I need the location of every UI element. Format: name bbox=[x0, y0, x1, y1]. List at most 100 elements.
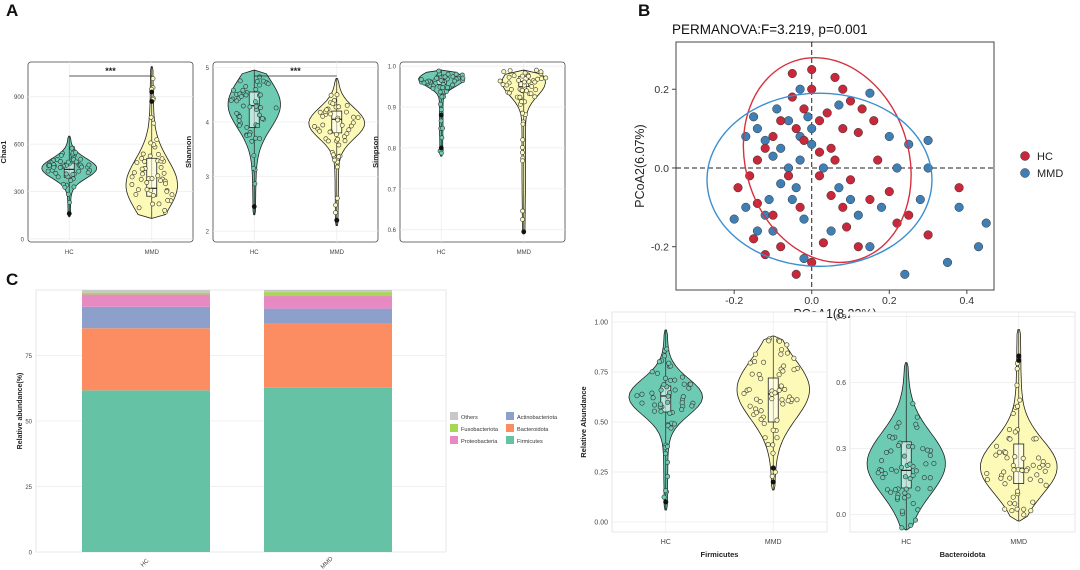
firmicutes-jitter-point bbox=[658, 408, 664, 414]
pcoa-ytick-label: 0.0 bbox=[654, 163, 669, 175]
chao1-jitter-point bbox=[63, 171, 69, 177]
shannon-ytick-label: 2 bbox=[206, 230, 210, 236]
shannon-jitter-point bbox=[236, 118, 242, 123]
composition-xtick-label: MMD bbox=[320, 556, 335, 570]
firmicutes-jitter-point bbox=[758, 408, 764, 414]
pcoa-legend-key-hc bbox=[1020, 151, 1030, 161]
bacteroidota-jitter-point bbox=[882, 471, 888, 477]
firmicutes-jitter-point bbox=[778, 351, 784, 357]
shannon-jitter-point bbox=[333, 210, 338, 215]
composition-legend-key-proteobacteria bbox=[450, 436, 458, 444]
chao1-jitter-point bbox=[69, 145, 75, 151]
firmicutes-jitter-point bbox=[780, 401, 786, 407]
pcoa-point-hc bbox=[814, 171, 825, 181]
firmicutes-jitter-point bbox=[634, 393, 640, 399]
bacteroidota-jitter-point bbox=[1033, 436, 1039, 442]
firmicutes-violin-chart: 0.00 0.25 0.50 0.75 1.00 HC MMD Relative Abunda… bbox=[579, 311, 828, 559]
pcoa-point-mmd bbox=[795, 155, 805, 165]
shannon-jitter-point bbox=[324, 107, 329, 113]
pcoa-point-mmd bbox=[795, 84, 805, 94]
pcoa-point-hc bbox=[818, 238, 828, 248]
firmicutes-ylabel: Relative Abundance bbox=[579, 386, 588, 457]
firmicutes-jitter-point bbox=[672, 387, 678, 393]
simpson-jitter-point bbox=[533, 87, 539, 93]
composition-legend-key-actinobacteriota bbox=[506, 412, 514, 420]
shannon-jitter-point bbox=[336, 142, 342, 148]
shannon-jitter-point bbox=[252, 181, 258, 187]
simpson-jitter-point bbox=[520, 208, 525, 214]
pcoa-point-mmd bbox=[807, 139, 817, 149]
shannon-ytick-label: 5 bbox=[206, 66, 210, 72]
pcoa-point-hc bbox=[954, 183, 964, 193]
bacteroidota-jitter-point bbox=[899, 508, 905, 514]
chao1-outlier-point bbox=[66, 211, 72, 216]
shannon-jitter-point bbox=[333, 202, 338, 208]
bacteroidota-jitter-point bbox=[879, 458, 885, 464]
firmicutes-jitter-point bbox=[679, 400, 685, 406]
pcoa-point-mmd bbox=[981, 218, 991, 228]
pcoa-legend-label-mmd: MMD bbox=[1037, 168, 1063, 180]
pcoa-point-mmd bbox=[853, 210, 863, 220]
firmicutes-jitter-point bbox=[672, 377, 678, 383]
simpson-ytick-label: 0.8 bbox=[388, 146, 397, 152]
chao1-jitter-point bbox=[86, 162, 92, 168]
firmicutes-jitter-point bbox=[671, 421, 677, 427]
pcoa-ytick-label: 0.2 bbox=[654, 84, 669, 96]
chao1-jitter-point bbox=[164, 188, 170, 194]
firmicutes-jitter-point bbox=[663, 488, 669, 494]
bacteroidota-jitter-point bbox=[908, 522, 914, 528]
firmicutes-jitter-point bbox=[746, 387, 752, 393]
pcoa-point-hc bbox=[838, 124, 848, 134]
pcoa-point-hc bbox=[783, 171, 794, 181]
chao1-jitter-point bbox=[155, 151, 161, 157]
simpson-jitter-point bbox=[529, 84, 535, 89]
bacteroidota-jitter-point bbox=[890, 435, 896, 441]
simpson-jitter-point bbox=[520, 137, 526, 143]
composition-bar-mmd-actinobacteriota bbox=[264, 308, 392, 324]
pcoa-point-hc bbox=[865, 194, 875, 205]
bacteroidota-jitter-point bbox=[1023, 468, 1029, 474]
bacteroidota-violin-chart: 0.0 0.3 0.6 0.9 HC MMD Bacteroidota bbox=[836, 311, 1076, 559]
simpson-jitter-point bbox=[520, 121, 526, 127]
firmicutes-jitter-point bbox=[784, 350, 790, 356]
firmicutes-jitter-point bbox=[791, 367, 797, 373]
simpson-jitter-point bbox=[543, 75, 549, 81]
pcoa-point-hc bbox=[814, 147, 825, 157]
shannon-xtick-label: HC bbox=[250, 250, 259, 256]
firmicutes-jitter-point bbox=[664, 459, 670, 465]
chao1-jitter-point bbox=[150, 201, 155, 207]
chao1-jitter-point bbox=[65, 159, 71, 165]
pcoa-point-hc bbox=[842, 222, 852, 232]
shannon-outlier-point bbox=[334, 217, 340, 223]
firmicutes-jitter-point bbox=[756, 371, 762, 377]
shannon-jitter-point bbox=[249, 138, 255, 144]
chao1-jitter-point bbox=[138, 176, 144, 182]
simpson-jitter-point bbox=[511, 73, 517, 79]
simpson-jitter-point bbox=[452, 78, 457, 84]
pcoa-point-hc bbox=[791, 269, 801, 279]
firmicutes-jitter-point bbox=[776, 387, 782, 393]
pcoa-point-hc bbox=[760, 143, 770, 153]
pcoa-point-hc bbox=[776, 116, 786, 126]
chao1-jitter-point bbox=[71, 184, 77, 190]
bacteroidota-jitter-point bbox=[1012, 429, 1018, 435]
simpson-jitter-point bbox=[524, 88, 529, 94]
bacteroidota-jitter-point bbox=[993, 452, 999, 458]
bacteroidota-ytick-label: 0.0 bbox=[836, 512, 846, 519]
chao1-jitter-point bbox=[150, 192, 156, 198]
chao1-jitter-point bbox=[73, 159, 79, 165]
composition-bar-hc-firmicutes bbox=[82, 390, 210, 552]
shannon-jitter-point bbox=[312, 124, 317, 129]
firmicutes-jitter-point bbox=[679, 406, 685, 412]
pcoa-point-mmd bbox=[768, 151, 778, 161]
simpson-jitter-point bbox=[534, 67, 539, 73]
bacteroidota-jitter-point bbox=[1014, 366, 1020, 372]
simpson-jitter-point bbox=[539, 76, 544, 81]
pcoa-point-hc bbox=[733, 183, 743, 193]
chao1-jitter-point bbox=[156, 201, 162, 207]
bacteroidota-jitter-point bbox=[879, 467, 885, 473]
firmicutes-jitter-point bbox=[661, 382, 667, 388]
pcoa-point-hc bbox=[826, 143, 836, 153]
pcoa-point-hc bbox=[787, 68, 797, 79]
composition-legend-label-actinobacteriota: Actinobacteriota bbox=[517, 415, 558, 421]
